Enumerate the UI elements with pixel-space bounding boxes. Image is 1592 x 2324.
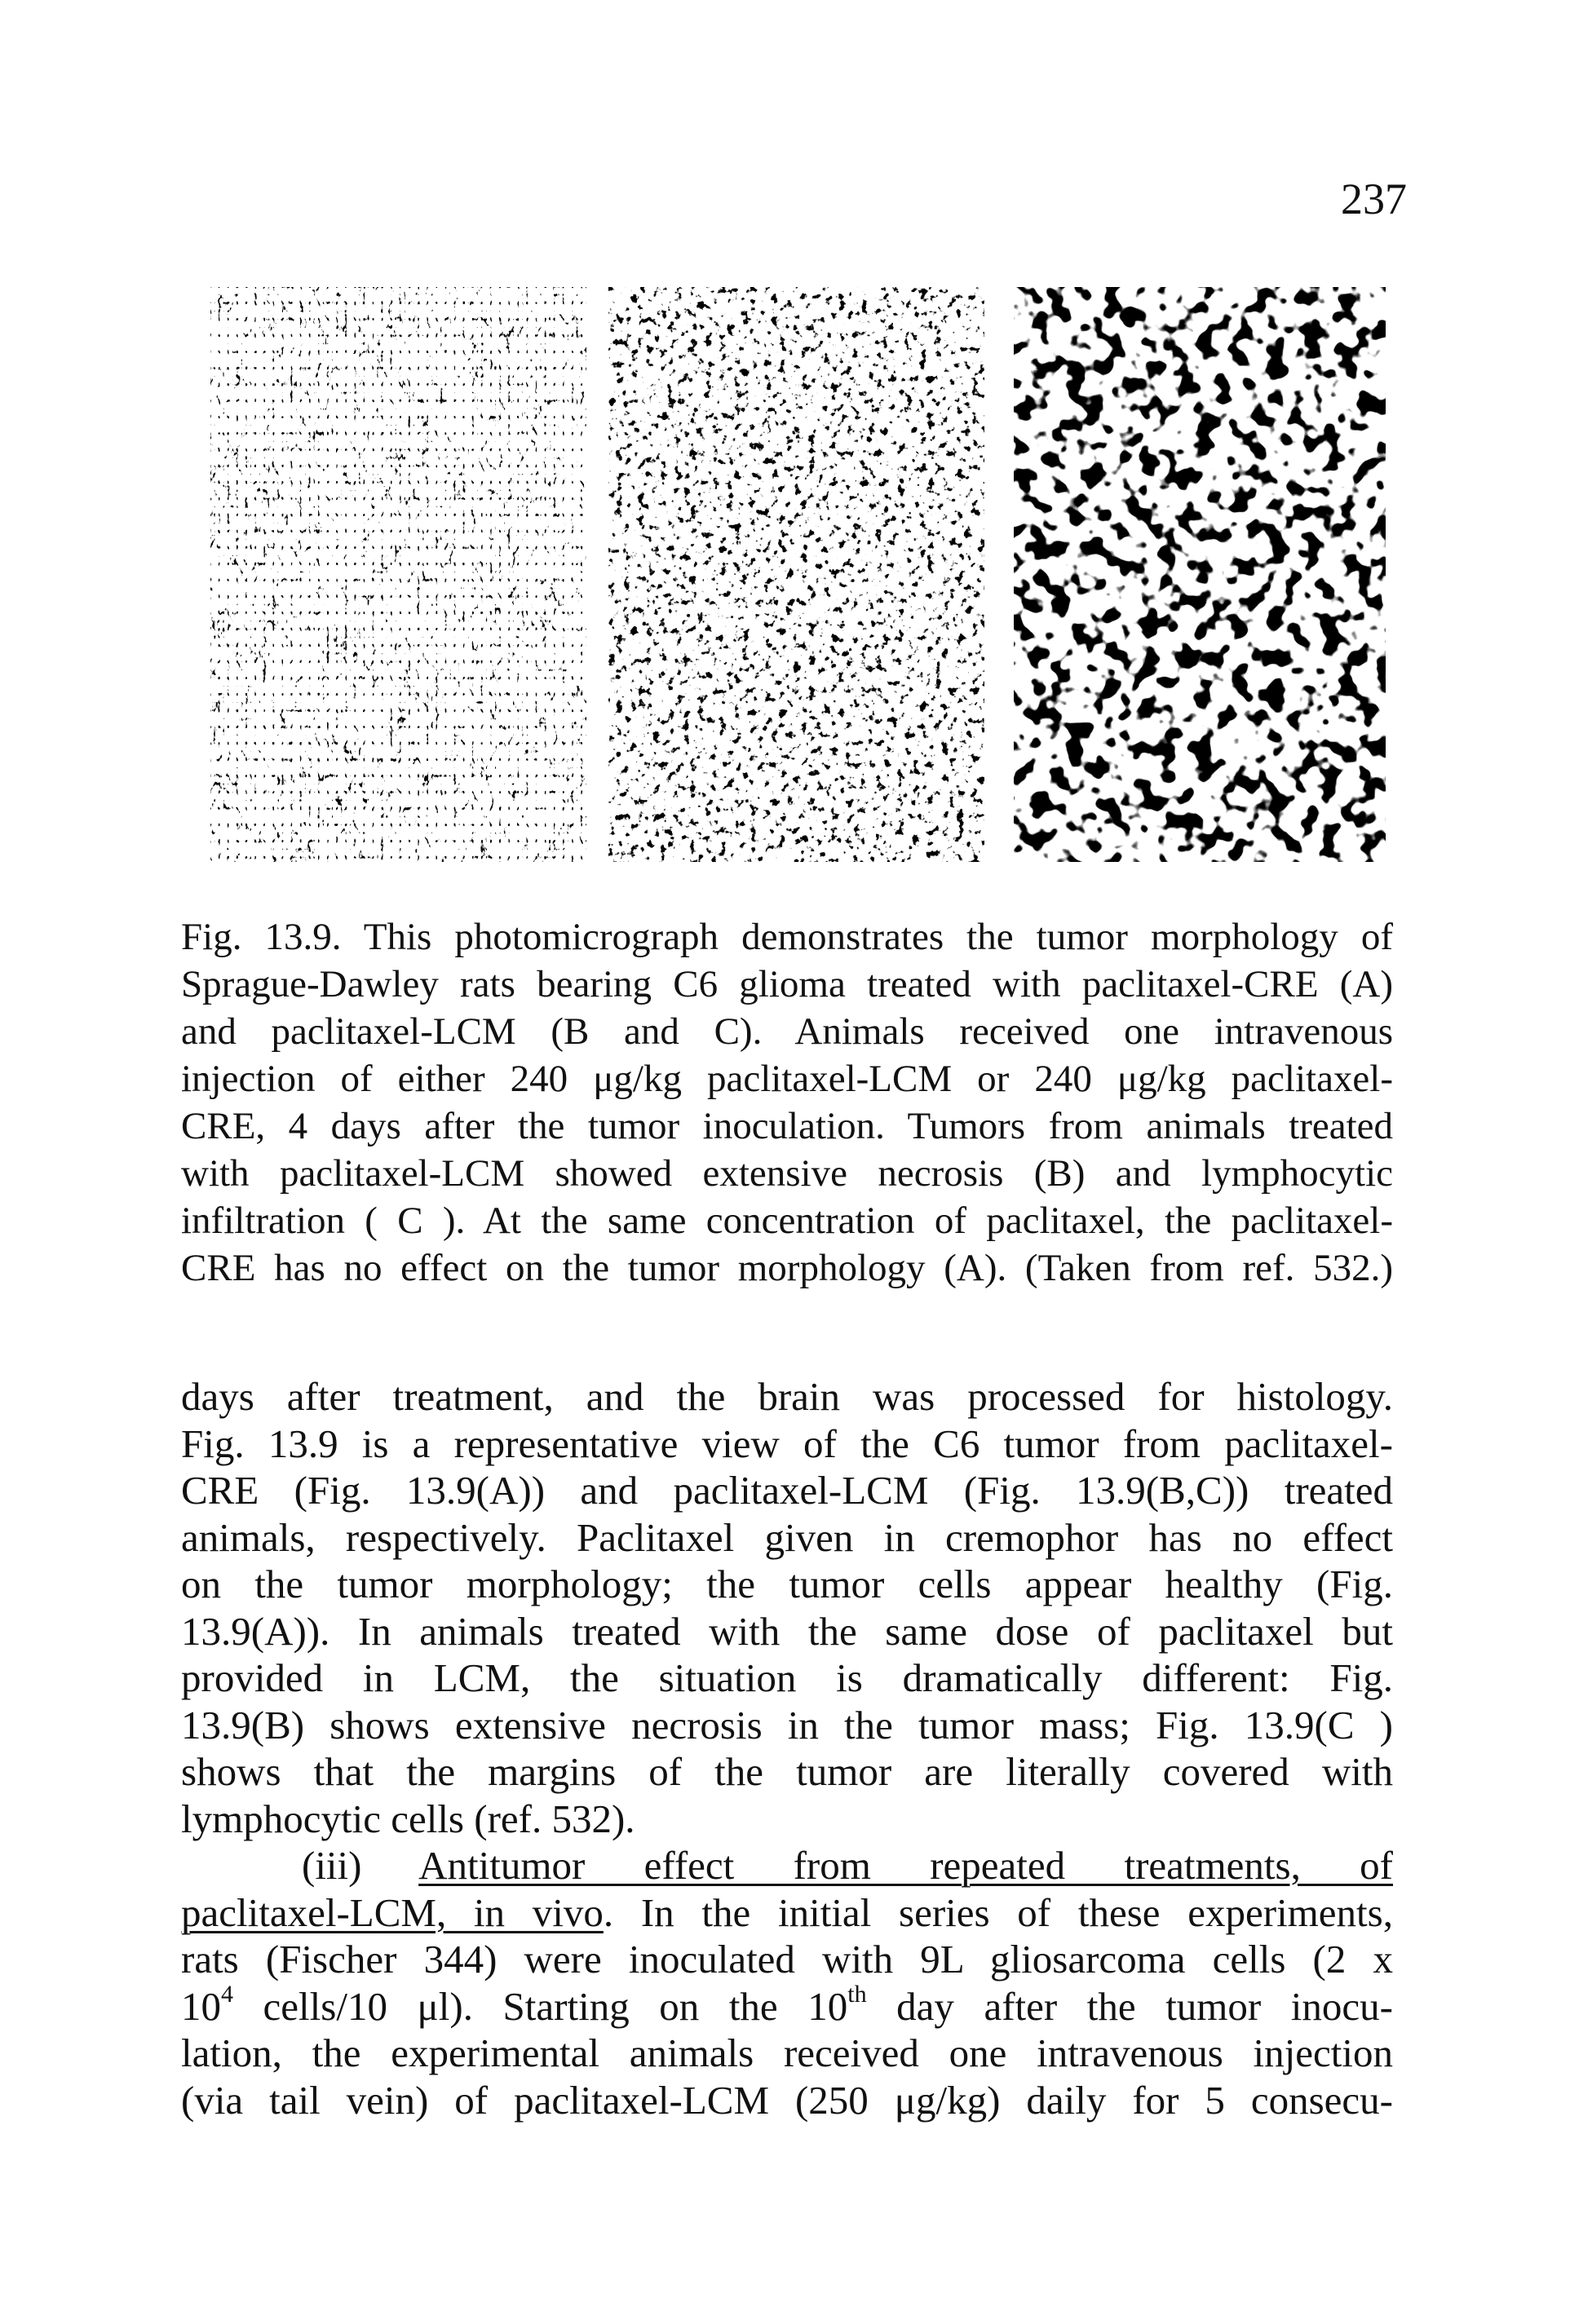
body-line: Fig. 13.9 is a representative view of th… <box>181 1421 1393 1466</box>
photo-b <box>608 287 984 862</box>
body-line: 13.9(B) shows extensive necrosis in the … <box>181 1703 1393 1747</box>
superscript: 4 <box>221 1981 233 2008</box>
body-line: 104 cells/10 μl). Starting on the 10th d… <box>181 1981 1393 2030</box>
body-line: lation, the experimental animals receive… <box>181 2030 1393 2075</box>
body-line: lymphocytic cells (ref. 532). <box>181 1796 635 1841</box>
text: 10 <box>181 1984 221 2029</box>
caption-line: Fig. 13.9. This photomicrograph demonstr… <box>181 916 1393 958</box>
body-line: animals, respectively. Paclitaxel given … <box>181 1515 1393 1560</box>
body-line: (via tail vein) of paclitaxel-LCM (250 μ… <box>181 2078 1393 2123</box>
section-heading: paclitaxel-LCM, in vivo <box>181 1890 604 1935</box>
caption-line: CRE, 4 days after the tumor inoculation.… <box>181 1105 1393 1147</box>
body-line: days after treatment, and the brain was … <box>181 1374 1393 1419</box>
body-line: 13.9(A)). In animals treated with the sa… <box>181 1609 1393 1654</box>
caption-line: with paclitaxel-LCM showed extensive nec… <box>181 1152 1393 1195</box>
body-line: provided in LCM, the situation is dramat… <box>181 1655 1393 1700</box>
caption-line: and paclitaxel-LCM (B and C). Animals re… <box>181 1010 1393 1053</box>
superscript: th <box>847 1981 867 2008</box>
caption-line: CRE has no effect on the tumor morpholog… <box>181 1247 1393 1289</box>
text: day after the tumor inocu- <box>866 1984 1393 2029</box>
body-line: (iii) Antitumor effect from repeated tre… <box>302 1842 1393 1889</box>
caption-line: Sprague-Dawley rats bearing C6 glioma tr… <box>181 963 1393 1005</box>
body-line: shows that the margins of the tumor are … <box>181 1749 1393 1794</box>
section-number: (iii) <box>302 1843 362 1888</box>
text: cells/10 μl). Starting on the 10 <box>233 1984 848 2029</box>
photo-c <box>1014 287 1386 862</box>
page-number: 237 <box>1341 175 1407 223</box>
caption-line: infiltration ( C ). At the same concentr… <box>181 1200 1393 1242</box>
body-line: paclitaxel-LCM, in vivo. In the initial … <box>181 1889 1393 1936</box>
body-line: on the tumor morphology; the tumor cells… <box>181 1562 1393 1606</box>
photo-a <box>210 287 586 862</box>
text: . In the initial series of these experim… <box>603 1890 1393 1935</box>
caption-line: injection of either 240 μg/kg paclitaxel… <box>181 1058 1393 1100</box>
body-line: CRE (Fig. 13.9(A)) and paclitaxel-LCM (F… <box>181 1468 1393 1513</box>
section-heading: Antitumor effect from repeated treatment… <box>418 1843 1393 1888</box>
body-line: rats (Fischer 344) were inoculated with … <box>181 1937 1393 1982</box>
